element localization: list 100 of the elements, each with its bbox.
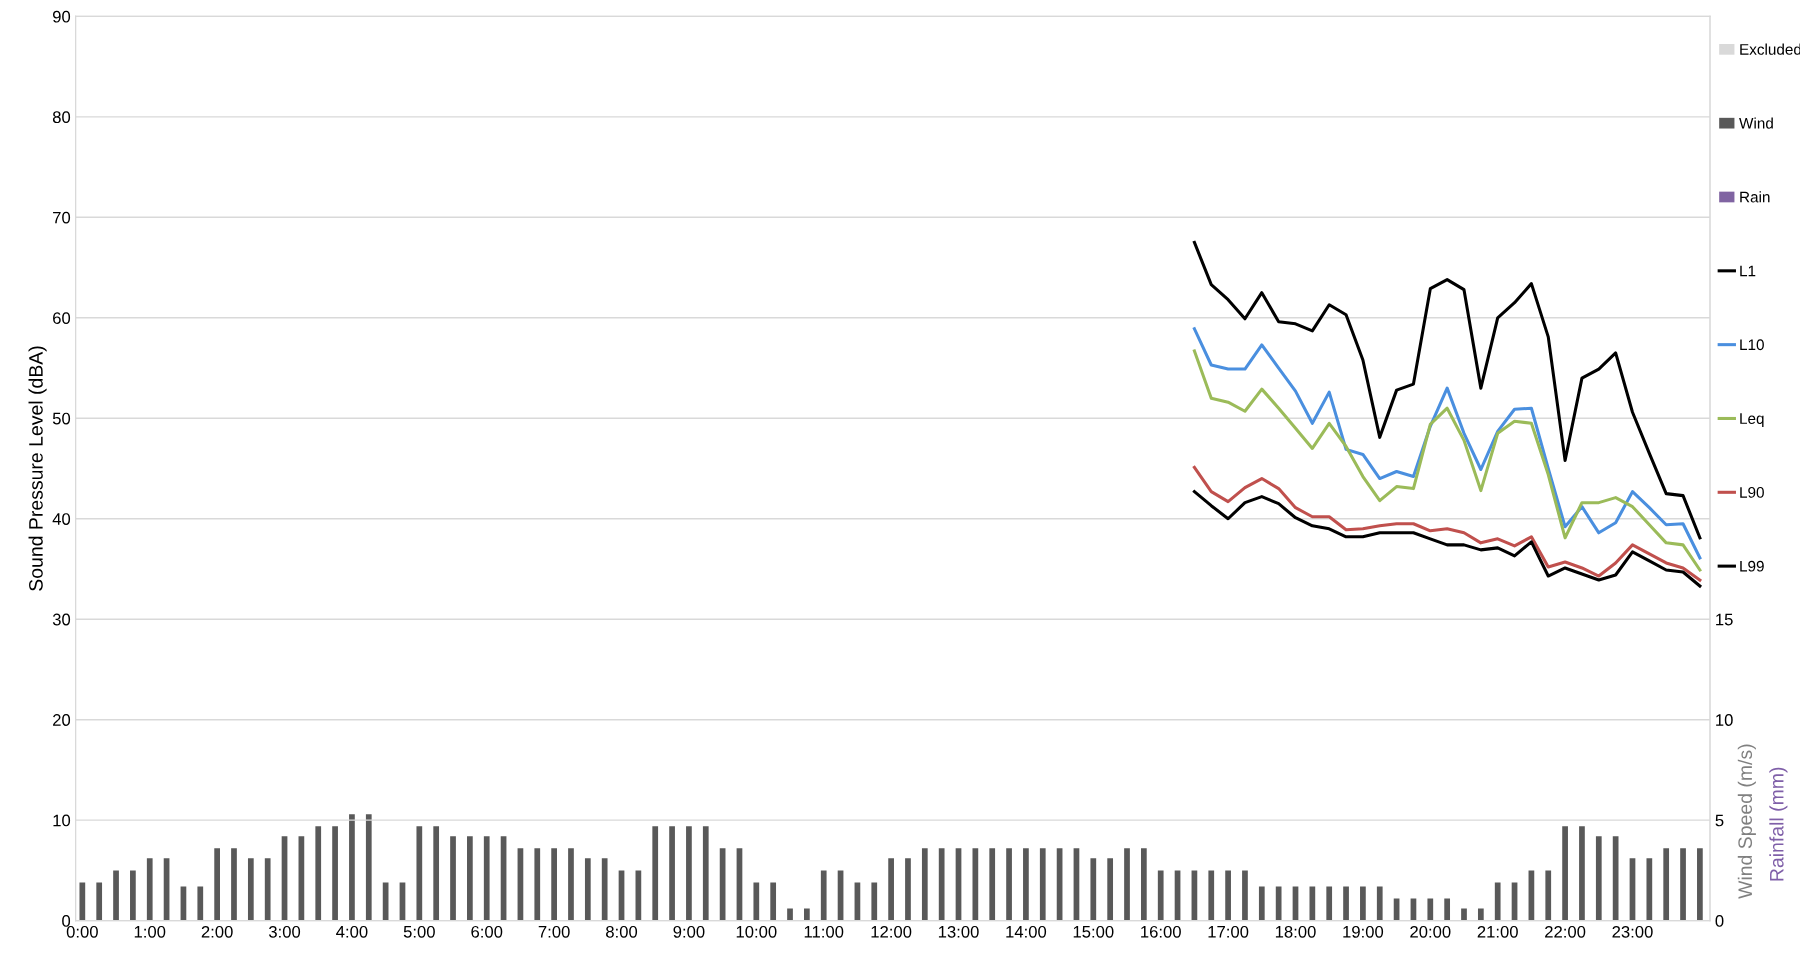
bar [1360,886,1366,921]
bar [1326,886,1333,921]
y-tick-label: 20 [53,714,71,726]
x-tick-label: 11:00 [804,925,844,938]
y-tick-label: 40 [52,513,71,525]
bar [467,836,473,921]
x-tick-label: 1:00 [134,925,166,938]
x-tick-label: 18:00 [1275,925,1316,938]
x-tick-label: 17:00 [1208,925,1249,938]
x-tick-label: 4:00 [336,925,368,938]
x-tick-label: 20:00 [1410,925,1451,938]
bar [214,848,220,921]
x-tick-label: 3:00 [268,925,301,938]
bar [1258,886,1265,921]
x-tick-label: 6:00 [471,925,503,938]
legend-label: Leq [1740,413,1764,427]
x-tick-label: 22:00 [1545,925,1586,938]
bar [534,848,541,921]
bar [130,870,136,921]
bar [972,848,979,921]
x-tick-label: 15:00 [1073,925,1114,938]
bar [1427,898,1434,921]
bar [1461,908,1467,921]
bar [197,886,204,921]
bar [753,882,760,921]
bar [938,848,945,921]
y-tick-label: 60 [53,312,71,324]
bar [113,870,119,921]
bar [1680,848,1686,921]
x-tick-label: 9:00 [673,925,705,938]
bar [568,848,574,921]
bar [433,826,440,921]
x-tick-label: 12:00 [871,925,912,938]
bar [450,836,456,921]
legend-label: L10 [1740,339,1764,351]
bar [1140,848,1147,921]
bar [584,858,591,921]
x-tick-label: 0:00 [66,925,98,938]
bar [1697,848,1703,921]
bar [1023,848,1029,921]
bar [1006,848,1012,921]
y2-axis-title: Wind Speed (m/s) [1737,744,1756,899]
x-tick-label: 21:00 [1477,925,1518,938]
x-tick-label: 10:00 [736,925,777,938]
y-tick-label: 0 [62,915,71,927]
bar [1343,886,1349,921]
y-tick-label: 30 [52,613,71,626]
bar [1157,870,1164,921]
bar [551,848,557,921]
bar [652,826,659,921]
bar [1444,898,1451,921]
bar [1663,848,1670,921]
y2-tick-label: 5 [1715,814,1724,827]
bar [888,858,894,921]
bar [787,908,793,921]
bar [1562,826,1568,921]
y2-tick-label: 0 [1715,915,1724,927]
legend-label: L1 [1740,265,1756,277]
legend-label: Rain [1740,191,1770,203]
bar [1595,836,1602,921]
bar [686,826,692,921]
bar [1090,858,1097,921]
bar [905,858,911,921]
bar [1376,886,1383,921]
bar [1579,826,1585,921]
legend-label: Wind [1739,117,1773,129]
y2-tick-label: 10 [1716,714,1733,726]
bar [1208,870,1215,921]
bar [1646,858,1653,921]
bar [1107,858,1114,921]
bar [702,826,709,921]
y-tick-label: 70 [53,211,71,224]
y-tick-label: 50 [52,412,71,425]
x-tick-label: 14:00 [1006,925,1047,938]
x-tick-label: 8:00 [606,925,638,938]
x-tick-label: 19:00 [1343,925,1384,938]
line-series [1192,465,1702,582]
legend-label: L99 [1740,560,1764,572]
y-tick-label: 10 [53,814,71,827]
line-series [1192,240,1702,540]
bar [1477,908,1484,921]
y-tick-label: 80 [52,111,71,124]
bar [146,858,153,921]
x-tick-label: 13:00 [938,925,979,938]
bar [1612,836,1619,921]
bar [804,908,810,921]
bar [264,858,271,921]
bar [1275,886,1282,921]
x-tick-label: 5:00 [403,925,435,938]
bar [921,848,928,921]
legend-label: Excluded [1740,43,1800,55]
bar [770,882,777,921]
bar [79,882,86,921]
x-tick-label: 2:00 [201,925,233,938]
bar [669,826,675,921]
x-tick-label: 7:00 [538,925,570,938]
bar [1494,882,1501,921]
bar [247,858,254,921]
bar [231,848,237,921]
bar [349,814,355,921]
